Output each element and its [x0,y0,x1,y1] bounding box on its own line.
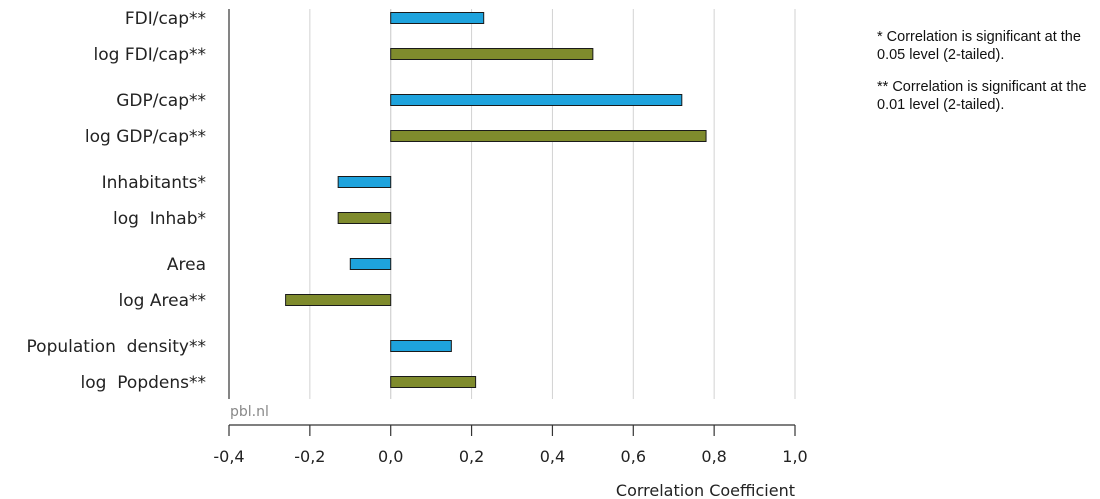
category-label: Inhabitants* [102,173,206,193]
x-tick-label: 0,2 [459,447,484,466]
bar [390,340,452,352]
category-label: log GDP/cap** [85,127,206,147]
bar [390,48,594,60]
category-label: log Area** [119,291,206,311]
category-labels: FDI/cap** log FDI/cap** GDP/cap** log GDP/c… [27,9,206,393]
bar [337,212,392,224]
x-tick-label: -0,4 [213,447,244,466]
x-axis-ticks: -0,4 -0,2 0,0 0,2 0,4 0,6 0,8 1,0 [213,425,808,466]
grid-lines [309,9,796,399]
category-label: log Popdens** [81,373,206,393]
bars [285,12,707,388]
x-tick-label: 0,4 [540,447,565,466]
bar [285,294,392,306]
x-tick-label: 0,0 [378,447,403,466]
x-tick-label: 0,8 [701,447,726,466]
category-label: Area [167,255,206,275]
bar [390,12,485,24]
source-label: pbl.nl [230,404,269,420]
category-label: GDP/cap** [116,91,206,111]
x-tick-label: 0,6 [621,447,646,466]
x-tick-label: -0,2 [294,447,325,466]
x-axis-title: Correlation Coefficient [616,481,795,499]
x-tick-label: 1,0 [782,447,807,466]
category-label: log Inhab* [113,209,206,229]
bar [349,258,392,270]
significance-note-001: ** Correlation is significant at the 0.0… [877,79,1087,113]
category-label: Population density** [27,337,206,357]
bar [390,130,707,142]
category-label: log FDI/cap** [94,45,206,65]
bar [390,376,477,388]
significance-note-005: * Correlation is significant at the 0.05… [877,29,1081,63]
category-label: FDI/cap** [125,9,206,29]
bar [390,94,683,106]
bar [337,176,392,188]
